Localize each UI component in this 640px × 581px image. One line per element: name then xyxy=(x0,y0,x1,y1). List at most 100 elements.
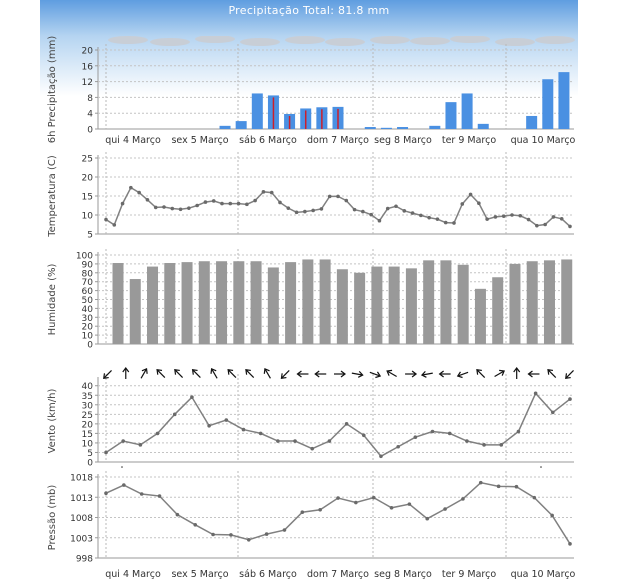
press-point xyxy=(175,512,180,517)
wind-point xyxy=(241,427,246,432)
precip-bar xyxy=(397,127,409,129)
temp-point xyxy=(568,224,572,229)
temp-point xyxy=(452,221,456,225)
wind-arrow-icon xyxy=(314,370,327,378)
humidity-bar xyxy=(267,267,279,344)
humidity-bar xyxy=(285,262,297,344)
temp-point xyxy=(253,198,257,203)
y-tick-label: 8 xyxy=(87,94,93,104)
temp-point xyxy=(278,200,282,205)
temp-point xyxy=(468,192,473,197)
precip-bar xyxy=(542,79,554,129)
y-tick-label: 60 xyxy=(82,287,94,297)
wind-arrow-icon xyxy=(420,370,433,378)
precip-bar xyxy=(251,93,263,129)
wind-arrow-icon xyxy=(547,369,557,378)
press-point xyxy=(389,505,394,510)
press-point xyxy=(336,496,340,500)
cloud-shape xyxy=(150,38,190,46)
cloud-shape xyxy=(108,36,148,44)
temp-point xyxy=(526,217,531,222)
temp-point xyxy=(211,199,216,203)
wind-arrow-icon xyxy=(438,370,451,378)
temp-point xyxy=(535,223,539,228)
y-tick-label: 35 xyxy=(82,392,93,402)
wind-arrow-icon xyxy=(156,369,166,378)
temp-point xyxy=(286,206,291,210)
day-label: qui 4 Março xyxy=(105,569,161,580)
precipitation-total-title: Precipitação Total: 81.8 mm xyxy=(228,4,390,17)
y-tick-label: 5 xyxy=(87,449,93,459)
temp-point xyxy=(129,185,133,190)
humidity-bar xyxy=(129,279,141,344)
y-tick-label: 40 xyxy=(82,382,94,392)
temp-point xyxy=(336,194,340,199)
y-tick-label: 10 xyxy=(82,439,94,449)
wind-arrow-icon xyxy=(174,369,184,378)
press-series-line xyxy=(105,481,571,545)
temp-point xyxy=(195,203,199,208)
temp-point xyxy=(294,210,299,215)
temp-point xyxy=(419,213,423,218)
humidity-bar xyxy=(319,259,331,344)
wind-point xyxy=(396,444,400,449)
temp-point xyxy=(327,194,332,199)
humidity-bar xyxy=(181,262,193,344)
wind-point xyxy=(482,443,486,447)
y-tick-label: 20 xyxy=(82,420,94,430)
temp-point xyxy=(385,206,390,211)
wind-point xyxy=(258,431,263,436)
wind-arrow-icon xyxy=(334,370,346,378)
wind-point xyxy=(190,395,194,399)
humidity-bar xyxy=(561,259,573,344)
wind-arrow-icon xyxy=(456,371,469,379)
temp-point xyxy=(137,190,141,195)
humidity-bar xyxy=(457,264,469,344)
cloud-shape xyxy=(285,36,325,44)
press-point xyxy=(354,500,358,505)
precip-bar xyxy=(558,72,570,129)
wind-arrow-icon xyxy=(103,370,112,379)
y-axis-label: Pressão (mb) xyxy=(47,485,58,551)
press-point xyxy=(300,510,305,515)
day-label: ter 9 Março xyxy=(442,135,496,146)
press-point xyxy=(496,484,501,489)
humidity-bar xyxy=(354,272,366,344)
humidity-bar xyxy=(216,261,228,344)
precipitation-header: Precipitação Total: 81.8 mm xyxy=(40,0,578,36)
press-point xyxy=(104,491,108,496)
wind-arrow-icon xyxy=(565,370,574,379)
day-label: sex 5 Março xyxy=(171,569,228,580)
precip-bar xyxy=(380,127,392,129)
precip-bar xyxy=(526,115,538,129)
humidity-bar xyxy=(371,266,383,344)
wind-point xyxy=(413,435,418,440)
wind-point xyxy=(516,429,521,434)
temp-point xyxy=(269,190,274,195)
press-point xyxy=(550,513,554,518)
temp-point xyxy=(228,201,233,206)
wind-arrow-icon xyxy=(476,369,486,378)
temp-point xyxy=(203,200,208,204)
press-point xyxy=(139,492,144,496)
wind-point xyxy=(568,397,572,401)
y-tick-label: 12 xyxy=(82,78,93,88)
wind-arrow-icon xyxy=(296,370,309,378)
humidity-bar xyxy=(405,268,417,344)
wind-point xyxy=(344,422,349,426)
wind-point xyxy=(533,391,538,396)
precip-bar xyxy=(445,102,457,129)
y-tick-label: 20 xyxy=(82,323,94,333)
cloud-shape xyxy=(410,37,450,45)
temp-point xyxy=(551,215,556,219)
temp-point xyxy=(460,202,465,206)
wind-tick-marker xyxy=(540,466,542,468)
cloud-shape xyxy=(195,35,235,43)
y-tick-label: 20 xyxy=(82,174,94,184)
y-tick-label: 0 xyxy=(87,341,93,351)
y-tick-label: 15 xyxy=(82,430,93,440)
cloud-shape xyxy=(370,36,410,44)
press-point xyxy=(318,508,322,512)
temp-point xyxy=(477,201,481,206)
temp-point xyxy=(510,213,514,217)
